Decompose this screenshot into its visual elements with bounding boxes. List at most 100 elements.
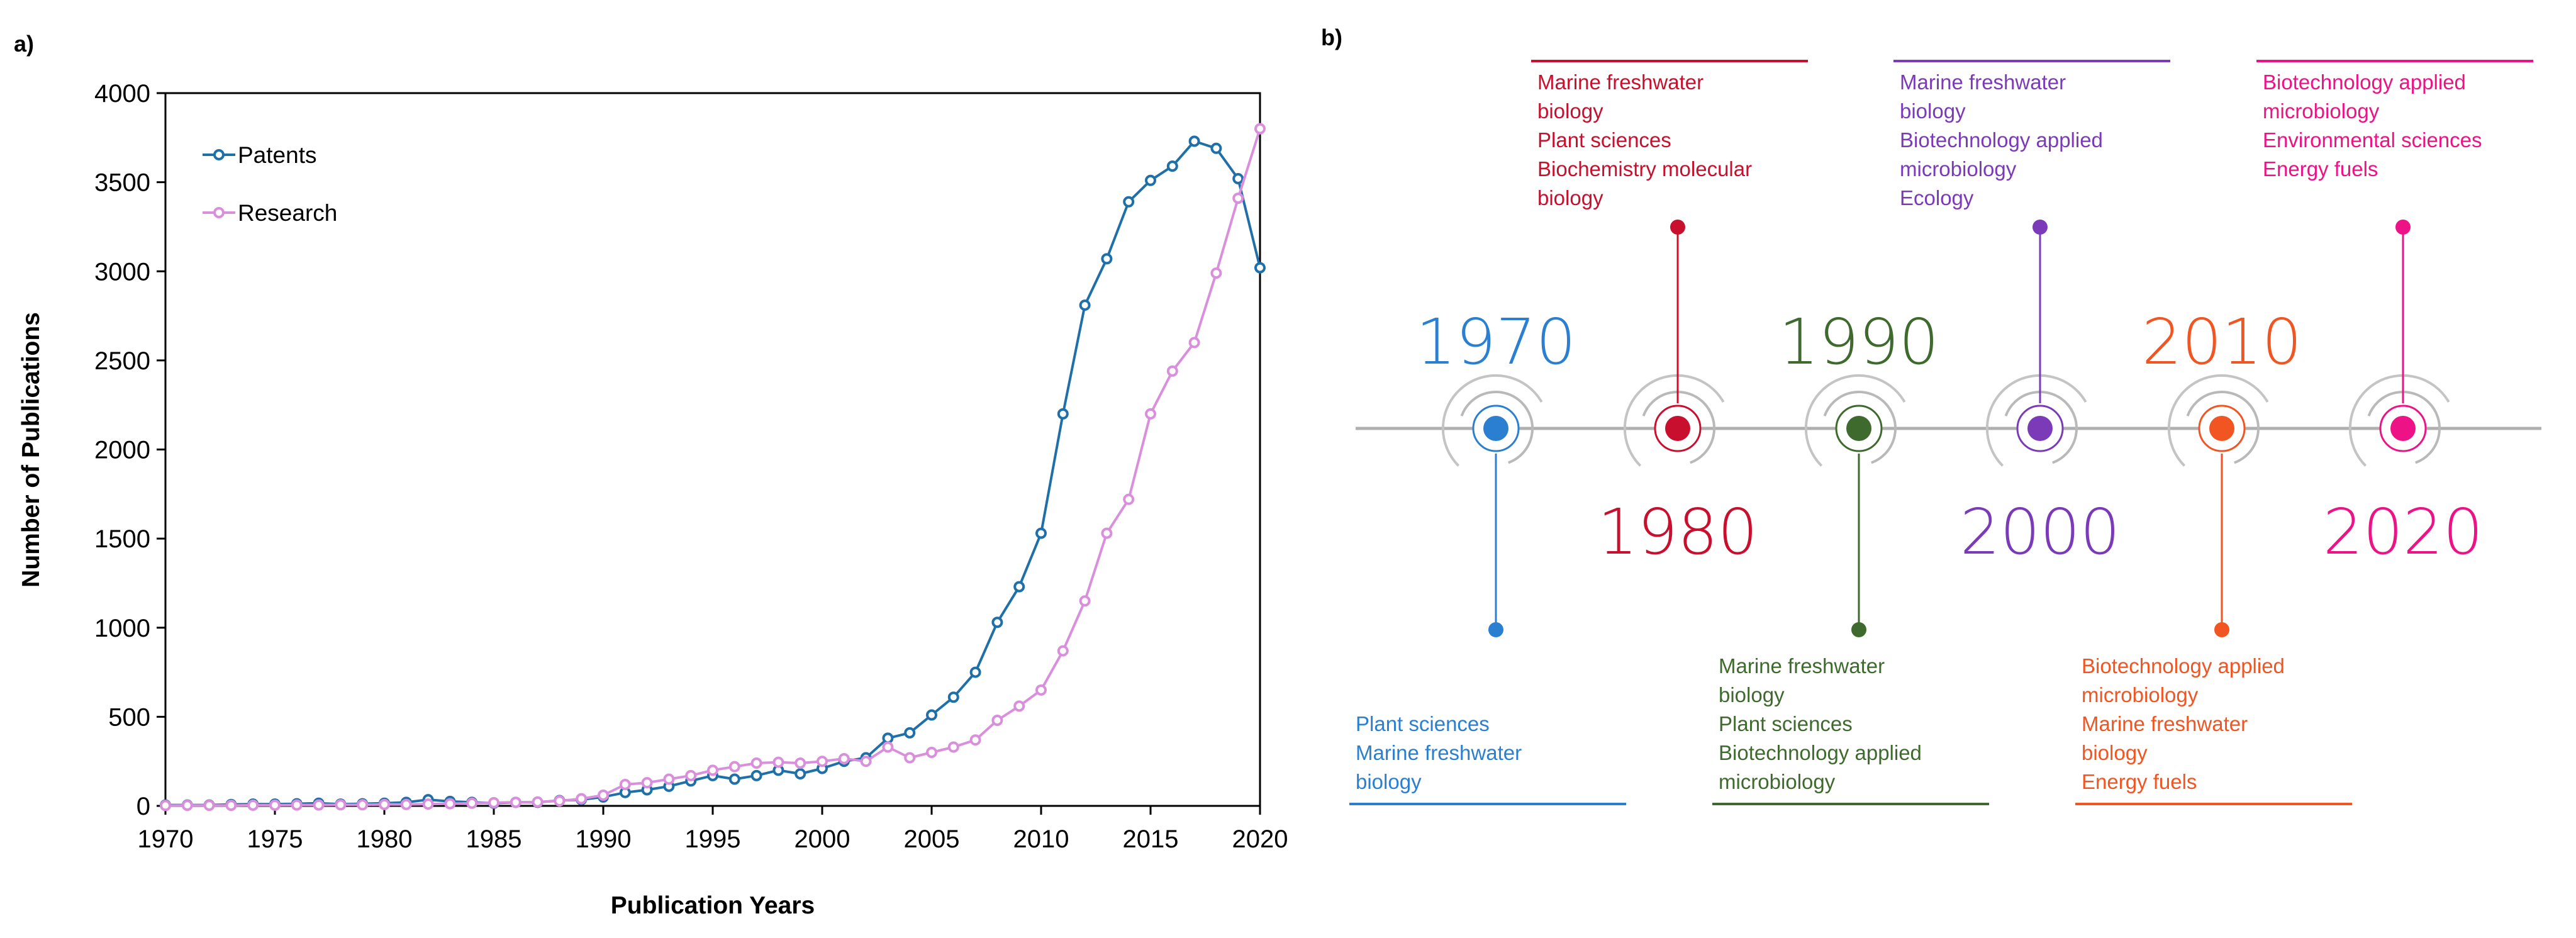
data-point-research <box>838 752 850 764</box>
data-point-research <box>860 756 872 768</box>
data-point-patents <box>1210 142 1222 154</box>
y-tick-label: 1500 <box>94 525 150 553</box>
data-point-research <box>926 747 937 759</box>
data-point-research <box>357 799 369 811</box>
data-point-research <box>247 799 259 811</box>
timeline-node-1990: 1990 Marine freshwater biology Plant scienc… <box>1712 305 1989 805</box>
decade-topic-text: Plant sciences <box>1719 712 1853 735</box>
decade-year-label: 1990 <box>1779 305 1939 379</box>
x-tick-label: 1995 <box>685 825 741 853</box>
panel-b-label: b) <box>1321 25 1342 50</box>
decorative-arc <box>1804 374 1906 467</box>
decade-topic-text: Marine freshwater <box>1356 741 1522 764</box>
decade-topic-text: Energy fuels <box>2082 770 2197 793</box>
timeline-node-1980: 1980 Marine freshwater biology Plant scienc… <box>1531 60 1808 569</box>
legend-marker-patents <box>213 149 225 160</box>
decade-topic-text: biology <box>2082 741 2148 764</box>
data-point-research <box>1013 700 1025 712</box>
decorative-arc <box>1623 374 1725 467</box>
node-center-dot <box>1483 416 1508 441</box>
x-axis: 1970 1975 1980 1985 1990 1995 2000 2005 2010 2015… <box>138 806 1288 853</box>
x-tick-label: 2020 <box>1232 825 1288 853</box>
decorative-arc <box>2348 374 2450 467</box>
y-tick-label: 500 <box>108 703 150 731</box>
data-point-research <box>1210 267 1222 279</box>
y-axis-title: Number of Publications <box>18 312 45 588</box>
data-point-patents <box>1232 172 1244 184</box>
data-point-research <box>1145 408 1156 420</box>
decade-topic-text: microbiology <box>1719 770 1836 793</box>
decorative-arc <box>2004 391 2078 464</box>
decorative-arc <box>2186 391 2260 464</box>
x-tick-label: 1980 <box>357 825 413 853</box>
legend-item-research: Research <box>203 200 337 226</box>
node-center-dot <box>2209 416 2234 441</box>
x-tick-label: 1975 <box>247 825 303 853</box>
data-point-patents <box>904 727 916 739</box>
data-point-patents <box>1035 527 1047 539</box>
data-point-research <box>335 799 347 811</box>
data-point-patents <box>882 732 894 744</box>
data-point-research <box>1188 337 1200 349</box>
y-axis: 0 500 1000 1500 2000 2500 3000 3500 4000 <box>94 80 165 820</box>
data-point-research <box>772 756 784 768</box>
data-point-research <box>379 798 390 810</box>
stem-end-dot <box>1851 622 1866 637</box>
y-tick-label: 0 <box>137 793 150 820</box>
data-point-research <box>817 756 828 768</box>
decade-topic-text: microbiology <box>1900 157 2017 181</box>
decade-topic-text: Biotechnology applied <box>2263 70 2466 94</box>
data-point-research <box>203 800 215 812</box>
data-point-patents <box>795 768 806 780</box>
data-point-research <box>1079 595 1091 607</box>
decade-topic-text: Environmental sciences <box>2263 128 2482 152</box>
decorative-arc <box>1985 374 2087 467</box>
legend-item-patents: Patents <box>203 142 316 168</box>
data-point-research <box>1232 193 1244 204</box>
x-tick-label: 2015 <box>1123 825 1179 853</box>
x-axis-title: Publication Years <box>611 892 815 919</box>
series-research <box>160 123 1266 812</box>
decorative-arc <box>1441 374 1543 467</box>
timeline: 1970 Plant sciences Marine freshwater biolo… <box>1349 60 2541 805</box>
data-point-research <box>510 796 521 808</box>
stem-end-dot <box>2214 622 2229 637</box>
data-point-patents <box>1145 174 1156 186</box>
x-tick-label: 1985 <box>466 825 522 853</box>
node-center-dot <box>2390 416 2416 441</box>
data-point-research <box>904 752 916 764</box>
data-point-research <box>225 800 237 812</box>
stem-end-dot <box>1488 622 1503 637</box>
decade-topic-text: microbiology <box>2082 683 2199 706</box>
node-center-dot <box>1846 416 1871 441</box>
data-point-research <box>947 741 959 753</box>
decade-topic-text: biology <box>1356 770 1422 793</box>
decorative-arc <box>1823 391 1897 464</box>
decade-topic-text: Biotechnology applied <box>1900 128 2103 152</box>
data-point-patents <box>1057 408 1069 420</box>
x-tick-label: 2005 <box>904 825 960 853</box>
decade-topic-text: Plant sciences <box>1356 712 1490 735</box>
legend-label-research: Research <box>238 200 337 226</box>
decade-year-label: 1970 <box>1416 305 1576 379</box>
decade-year-label: 2010 <box>2142 305 2302 379</box>
decade-topic-text: Biochemistry molecular <box>1537 157 1752 181</box>
decade-topic-text: biology <box>1900 99 1966 123</box>
x-tick-label: 2010 <box>1013 825 1069 853</box>
data-point-research <box>1123 493 1135 505</box>
decade-topic-text: Biotechnology applied <box>1719 741 1922 764</box>
timeline-node-2020: 2020 Biotechnology applied microbiology Env… <box>2256 60 2533 569</box>
data-point-research <box>663 773 675 785</box>
y-tick-label: 2500 <box>94 347 150 375</box>
data-point-research <box>181 800 193 812</box>
data-point-research <box>641 777 653 789</box>
decorative-arc <box>1460 391 1534 464</box>
timeline-node-1970: 1970 Plant sciences Marine freshwater biolo… <box>1349 305 1626 805</box>
data-point-research <box>160 800 171 812</box>
decade-topic-text: Biotechnology applied <box>2082 654 2285 678</box>
data-point-research <box>1035 684 1047 696</box>
legend-marker-research <box>213 207 225 218</box>
data-point-research <box>991 715 1003 727</box>
data-point-research <box>269 799 281 811</box>
